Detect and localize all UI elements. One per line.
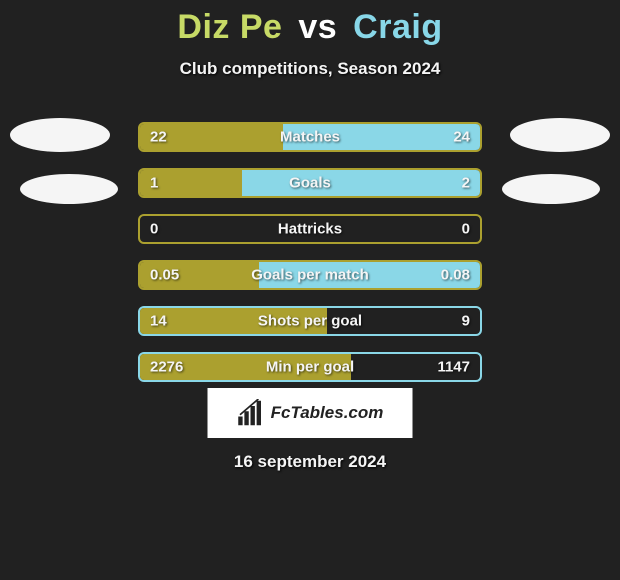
stat-right-value: 0 [462, 221, 470, 238]
comparison-title: Diz Pe vs Craig [0, 0, 620, 47]
player2-avatar-placeholder [510, 118, 610, 152]
stat-right-value: 2 [462, 175, 470, 192]
stat-label: Hattricks [278, 221, 342, 238]
player2-name: Craig [353, 8, 442, 46]
stat-row: 0 Hattricks 0 [138, 214, 482, 244]
stat-row: 0.05 Goals per match 0.08 [138, 260, 482, 290]
stat-row: 1 Goals 2 [138, 168, 482, 198]
fctables-logo[interactable]: FcTables.com [208, 388, 413, 438]
stat-right-value: 24 [453, 129, 470, 146]
chart-icon [237, 399, 265, 427]
player1-name: Diz Pe [177, 8, 282, 46]
stat-left-value: 14 [150, 313, 167, 330]
stat-row: 22 Matches 24 [138, 122, 482, 152]
stat-right-value: 9 [462, 313, 470, 330]
vs-text: vs [298, 8, 337, 46]
stat-label: Goals [289, 175, 331, 192]
player2-team-placeholder [502, 174, 600, 204]
date-text: 16 september 2024 [0, 452, 620, 472]
stat-label: Min per goal [266, 359, 354, 376]
stat-row: 14 Shots per goal 9 [138, 306, 482, 336]
stat-right-fill [242, 170, 480, 196]
stat-left-value: 1 [150, 175, 158, 192]
player1-team-placeholder [20, 174, 118, 204]
stats-container: 22 Matches 24 1 Goals 2 0 Hattricks 0 0.… [138, 122, 482, 398]
stat-right-value: 1147 [437, 359, 470, 376]
stat-label: Goals per match [251, 267, 369, 284]
stat-left-value: 0 [150, 221, 158, 238]
stat-label: Matches [280, 129, 340, 146]
stat-left-value: 0.05 [150, 267, 179, 284]
stat-label: Shots per goal [258, 313, 362, 330]
stat-right-value: 0.08 [441, 267, 470, 284]
subtitle: Club competitions, Season 2024 [0, 59, 620, 79]
stat-left-value: 22 [150, 129, 167, 146]
logo-text: FcTables.com [271, 403, 384, 423]
stat-row: 2276 Min per goal 1147 [138, 352, 482, 382]
player1-avatar-placeholder [10, 118, 110, 152]
stat-left-value: 2276 [150, 359, 183, 376]
